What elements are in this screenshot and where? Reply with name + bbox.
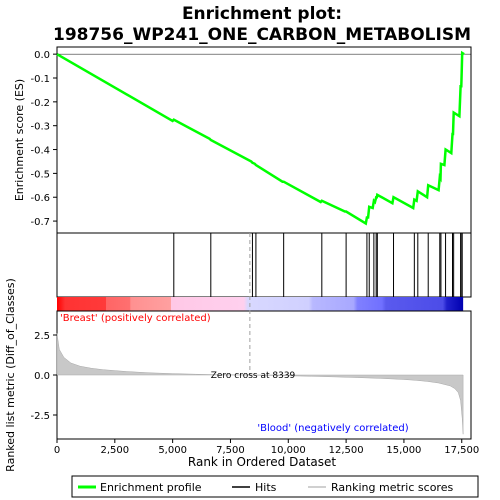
negative-correlation-label: 'Blood' (negatively correlated) bbox=[257, 423, 408, 434]
metric-y-tick-label: 0.0 bbox=[34, 371, 50, 382]
es-y-axis-label: Enrichment score (ES) bbox=[13, 79, 26, 201]
zero-cross-label: Zero cross at 8339 bbox=[211, 371, 296, 381]
x-tick-label: 7,500 bbox=[216, 445, 245, 456]
es-y-tick-label: -0.6 bbox=[30, 193, 50, 204]
legend-frame bbox=[71, 475, 479, 498]
hits-panel-frame bbox=[56, 232, 472, 298]
es-y-tick-label: -0.4 bbox=[30, 146, 50, 157]
ranking-metric-area bbox=[56, 333, 464, 435]
rank-color-bar bbox=[57, 297, 464, 311]
positive-correlation-label: 'Breast' (positively correlated) bbox=[60, 313, 211, 324]
legend-enrichment-label: Enrichment profile bbox=[100, 481, 202, 494]
es-y-tick-label: -0.7 bbox=[30, 217, 50, 228]
legend: Enrichment profile Hits Ranking metric s… bbox=[71, 475, 479, 498]
es-y-tick-label: -0.3 bbox=[30, 122, 50, 133]
rank-gradient-strip bbox=[57, 297, 464, 311]
es-y-tick-label: -0.5 bbox=[30, 169, 50, 180]
hits-panel bbox=[56, 232, 472, 298]
enrichment-profile-line bbox=[56, 50, 465, 226]
metric-y-tick-label: 2.5 bbox=[34, 331, 50, 342]
metric-y-tick-label: -2.5 bbox=[30, 411, 50, 422]
legend-hits-label: Hits bbox=[255, 481, 277, 494]
x-tick-label: 2,500 bbox=[101, 445, 130, 456]
x-tick-label: 10,000 bbox=[271, 445, 306, 456]
es-y-tick-label: 0.0 bbox=[34, 50, 50, 61]
legend-ranking-label: Ranking metric scores bbox=[331, 481, 453, 494]
x-tick-label: 15,000 bbox=[386, 445, 421, 456]
x-tick-label: 0 bbox=[54, 445, 60, 456]
es-panel: 0.0 -0.1 -0.2 -0.3 -0.4 -0.5 -0.6 -0.7 Enrichme… bbox=[13, 46, 472, 234]
es-y-tick-label: -0.2 bbox=[30, 98, 50, 109]
x-tick-label: 5,000 bbox=[158, 445, 187, 456]
x-tick-label: 12,500 bbox=[329, 445, 364, 456]
metric-panel: 2.5 0.0 -2.5 0 2,500 5,000 7,500 10,000 12,500 1… bbox=[4, 233, 479, 472]
x-tick-label: 17,500 bbox=[444, 445, 479, 456]
chart-title-line2: 198756_WP241_ONE_CARBON_METABOLISM bbox=[53, 25, 471, 45]
chart-title-line1: Enrichment plot: bbox=[182, 4, 342, 24]
metric-y-axis-label: Ranked list metric (Diff_of_Classes) bbox=[4, 278, 17, 472]
x-axis-label: Rank in Ordered Dataset bbox=[188, 455, 336, 469]
es-y-tick-label: -0.1 bbox=[30, 74, 50, 85]
